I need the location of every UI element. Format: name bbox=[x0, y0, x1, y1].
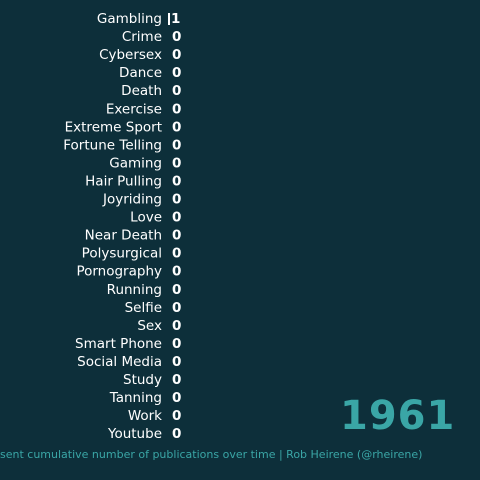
value-label-death: 0 bbox=[172, 83, 181, 99]
value-label-gambling: 1 bbox=[171, 11, 180, 27]
value-label-youtube: 0 bbox=[172, 426, 181, 442]
year-label: 1961 bbox=[340, 393, 456, 439]
category-label-youtube: Youtube bbox=[107, 426, 162, 442]
value-label-running: 0 bbox=[172, 282, 181, 298]
value-label-joyriding: 0 bbox=[172, 192, 181, 208]
chart-caption: sent cumulative number of publications o… bbox=[0, 448, 423, 461]
category-label-sex: Sex bbox=[137, 318, 162, 334]
category-label-death: Death bbox=[121, 83, 162, 99]
value-label-work: 0 bbox=[172, 408, 181, 424]
category-label-exercise: Exercise bbox=[106, 101, 162, 117]
category-label-running: Running bbox=[107, 282, 162, 298]
bar-gambling bbox=[168, 13, 170, 25]
value-label-hair-pulling: 0 bbox=[172, 173, 181, 189]
value-label-gaming: 0 bbox=[172, 155, 181, 171]
value-label-selfie: 0 bbox=[172, 300, 181, 316]
category-label-tanning: Tanning bbox=[109, 390, 162, 406]
value-label-smart-phone: 0 bbox=[172, 336, 181, 352]
value-label-dance: 0 bbox=[172, 65, 181, 81]
category-label-polysurgical: Polysurgical bbox=[82, 246, 162, 262]
category-label-fortune-telling: Fortune Telling bbox=[63, 137, 162, 153]
category-label-study: Study bbox=[123, 372, 162, 388]
value-label-exercise: 0 bbox=[172, 101, 181, 117]
value-label-social-media: 0 bbox=[172, 354, 181, 370]
category-label-cybersex: Cybersex bbox=[99, 47, 162, 63]
value-label-study: 0 bbox=[172, 372, 181, 388]
value-label-sex: 0 bbox=[172, 318, 181, 334]
value-label-tanning: 0 bbox=[172, 390, 181, 406]
value-label-pornography: 0 bbox=[172, 264, 181, 280]
category-label-smart-phone: Smart Phone bbox=[75, 336, 162, 352]
category-label-gambling: Gambling bbox=[97, 11, 162, 27]
category-label-crime: Crime bbox=[122, 29, 162, 45]
value-label-fortune-telling: 0 bbox=[172, 137, 181, 153]
value-label-extreme-sport: 0 bbox=[172, 119, 181, 135]
category-label-dance: Dance bbox=[119, 65, 162, 81]
value-label-love: 0 bbox=[172, 210, 181, 226]
category-label-work: Work bbox=[128, 408, 162, 424]
category-label-social-media: Social Media bbox=[77, 354, 162, 370]
category-label-near-death: Near Death bbox=[85, 228, 162, 244]
category-label-hair-pulling: Hair Pulling bbox=[85, 173, 162, 189]
category-label-gaming: Gaming bbox=[109, 155, 162, 171]
category-label-selfie: Selfie bbox=[125, 300, 162, 316]
category-label-extreme-sport: Extreme Sport bbox=[65, 119, 162, 135]
category-label-love: Love bbox=[130, 210, 162, 226]
category-label-joyriding: Joyriding bbox=[102, 192, 162, 208]
value-label-near-death: 0 bbox=[172, 228, 181, 244]
value-label-cybersex: 0 bbox=[172, 47, 181, 63]
category-label-pornography: Pornography bbox=[76, 264, 162, 280]
value-label-crime: 0 bbox=[172, 29, 181, 45]
value-label-polysurgical: 0 bbox=[172, 246, 181, 262]
